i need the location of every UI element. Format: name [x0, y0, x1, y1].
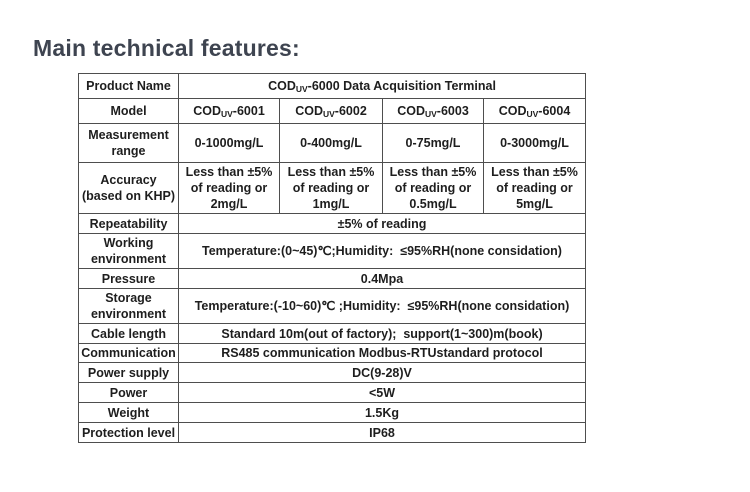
cell-storage-environment-value: Temperature:(-10~60)℃ ;Humidity: ≤95%RH(…	[178, 288, 586, 324]
row-label-power-supply: Power supply	[78, 362, 179, 383]
cell-power-value: <5W	[178, 382, 586, 403]
row-label-measurement-range: Measurement range	[78, 123, 179, 163]
table-row-product-name: Product Name CODUV-6000 Data Acquisition…	[78, 73, 586, 99]
cell-cable-length-value: Standard 10m(out of factory); support(1~…	[178, 323, 586, 344]
cell-accuracy-4: Less than ±5% of reading or 5mg/L	[483, 162, 586, 214]
cell-range-3: 0-75mg/L	[382, 123, 484, 163]
model-3-post: -6003	[436, 103, 469, 118]
table-row-storage-environment: Storage environment Temperature:(-10~60)…	[78, 288, 586, 324]
cell-pressure-value: 0.4Mpa	[178, 268, 586, 289]
cell-weight-value: 1.5Kg	[178, 402, 586, 423]
table-row-weight: Weight 1.5Kg	[78, 402, 586, 423]
cell-power-supply-value: DC(9-28)V	[178, 362, 586, 383]
model-2-sub: UV	[322, 108, 335, 119]
model-4-post: -6004	[538, 103, 571, 118]
model-1-sub: UV	[220, 108, 233, 119]
cell-model-2: CODUV-6002	[279, 98, 383, 124]
row-label-product-name: Product Name	[78, 73, 179, 99]
product-name-sub: UV	[295, 83, 308, 94]
cell-range-2: 0-400mg/L	[279, 123, 383, 163]
cell-model-4: CODUV-6004	[483, 98, 586, 124]
cell-model-1: CODUV-6001	[178, 98, 280, 124]
table-row-repeatability: Repeatability ±5% of reading	[78, 213, 586, 234]
table-row-measurement-range: Measurement range 0-1000mg/L 0-400mg/L 0…	[78, 123, 586, 163]
row-label-storage-environment: Storage environment	[78, 288, 179, 324]
row-label-cable-length: Cable length	[78, 323, 179, 344]
model-2-pre: COD	[295, 103, 323, 118]
table-row-working-environment: Working environment Temperature:(0~45)℃;…	[78, 233, 586, 269]
cell-communication-value: RS485 communication Modbus-RTUstandard p…	[178, 343, 586, 363]
table-row-power-supply: Power supply DC(9-28)V	[78, 362, 586, 383]
row-label-communication: Communication	[78, 343, 179, 363]
model-3-sub: UV	[424, 108, 437, 119]
cell-accuracy-1: Less than ±5% of reading or 2mg/L	[178, 162, 280, 214]
table-row-protection-level: Protection level IP68	[78, 422, 586, 443]
row-label-repeatability: Repeatability	[78, 213, 179, 234]
cell-accuracy-2: Less than ±5% of reading or 1mg/L	[279, 162, 383, 214]
product-name-pre: COD	[268, 78, 296, 93]
table-row-pressure: Pressure 0.4Mpa	[78, 268, 586, 289]
cell-working-environment-value: Temperature:(0~45)℃;Humidity: ≤95%RH(non…	[178, 233, 586, 269]
row-label-accuracy: Accuracy (based on KHP)	[78, 162, 179, 214]
product-name-post: -6000 Data Acquisition Terminal	[307, 78, 496, 93]
row-label-working-environment: Working environment	[78, 233, 179, 269]
cell-repeatability-value: ±5% of reading	[178, 213, 586, 234]
model-3-pre: COD	[397, 103, 425, 118]
cell-product-name-value: CODUV-6000 Data Acquisition Terminal	[178, 73, 586, 99]
cell-range-1: 0-1000mg/L	[178, 123, 280, 163]
specs-table: Product Name CODUV-6000 Data Acquisition…	[78, 73, 586, 443]
row-label-protection-level: Protection level	[78, 422, 179, 443]
table-row-cable-length: Cable length Standard 10m(out of factory…	[78, 323, 586, 344]
cell-range-4: 0-3000mg/L	[483, 123, 586, 163]
table-row-accuracy: Accuracy (based on KHP) Less than ±5% of…	[78, 162, 586, 214]
row-label-model: Model	[78, 98, 179, 124]
page-title: Main technical features:	[33, 35, 300, 62]
row-label-weight: Weight	[78, 402, 179, 423]
model-1-pre: COD	[193, 103, 221, 118]
cell-protection-level-value: IP68	[178, 422, 586, 443]
cell-accuracy-3: Less than ±5% of reading or 0.5mg/L	[382, 162, 484, 214]
cell-model-3: CODUV-6003	[382, 98, 484, 124]
model-2-post: -6002	[334, 103, 367, 118]
row-label-pressure: Pressure	[78, 268, 179, 289]
row-label-power: Power	[78, 382, 179, 403]
model-4-pre: COD	[498, 103, 527, 118]
model-4-sub: UV	[526, 108, 539, 119]
table-row-communication: Communication RS485 communication Modbus…	[78, 343, 586, 363]
table-row-model: Model CODUV-6001 CODUV-6002 CODUV-6003 C…	[78, 98, 586, 124]
model-1-post: -6001	[232, 103, 265, 118]
table-row-power: Power <5W	[78, 382, 586, 403]
